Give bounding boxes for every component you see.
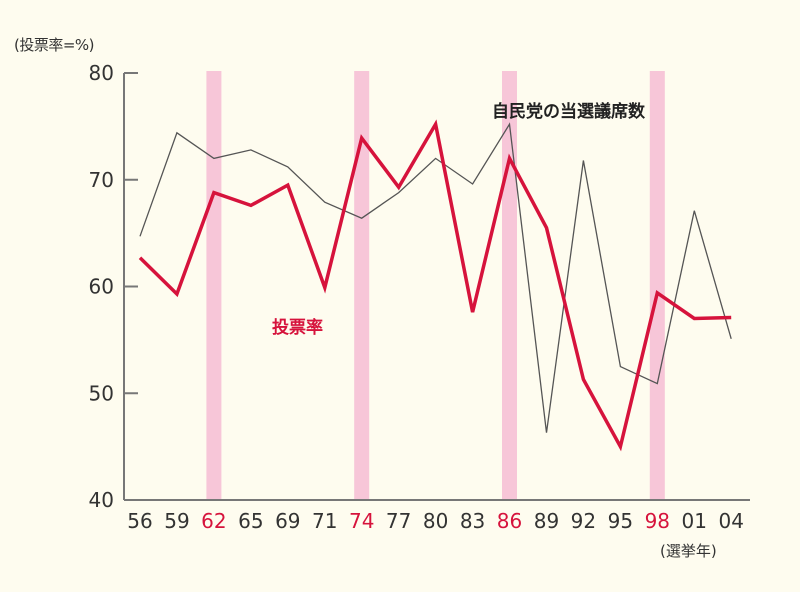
x-tick-label: 71 [312, 509, 337, 533]
x-axis-unit-label: (選挙年) [660, 542, 717, 560]
turnout-series-label: 投票率 [272, 318, 323, 338]
y-tick-label: 70 [89, 168, 114, 192]
x-tick-label: 56 [127, 509, 152, 533]
x-tick-label: 01 [682, 509, 707, 533]
highlight-band-86 [502, 71, 517, 500]
x-tick-label: 83 [460, 509, 485, 533]
series-lines [138, 119, 732, 452]
x-tick-label: 92 [571, 509, 596, 533]
highlight-bands [206, 71, 665, 500]
highlight-band-98 [649, 71, 665, 500]
x-tick-label: 62 [201, 509, 226, 533]
y-axis-unit-label: (投票率=%) [14, 36, 95, 54]
x-tick-label: 98 [645, 509, 670, 533]
y-tick-label: 80 [89, 61, 114, 85]
x-tick-label: 74 [349, 509, 374, 533]
x-tick-label: 86 [497, 509, 522, 533]
y-tick-label: 40 [89, 488, 114, 512]
y-tick-label: 60 [89, 275, 114, 299]
highlight-band-74 [354, 71, 370, 500]
x-tick-label: 59 [164, 509, 189, 533]
seats-series-label: 自民党の当選議席数 [492, 102, 645, 122]
y-tick-label: 50 [89, 381, 114, 405]
ldp-seats-line [139, 122, 732, 433]
highlight-band-62 [206, 71, 222, 500]
turnout-line [138, 119, 732, 452]
x-tick-label: 65 [238, 509, 263, 533]
axes: 40 50 60 70 80 56 59 62 65 69 71 74 77 80 83 86 89 92 95 98… [89, 61, 750, 533]
x-tick-label: 80 [423, 509, 448, 533]
x-tick-label: 95 [608, 509, 633, 533]
x-tick-label: 69 [275, 509, 300, 533]
x-tick-label: 89 [534, 509, 559, 533]
x-tick-label: 04 [718, 509, 743, 533]
x-tick-label: 77 [386, 509, 411, 533]
